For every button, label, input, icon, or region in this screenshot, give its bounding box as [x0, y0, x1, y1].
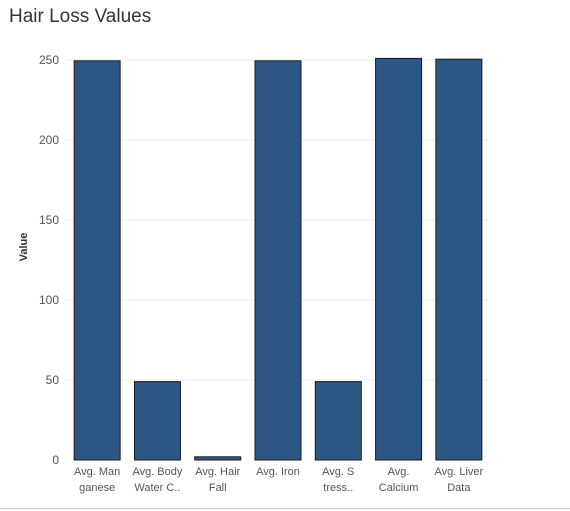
x-tick-label: Avg. Man ganese	[74, 466, 120, 494]
x-axis: Avg. Man ganese Avg. Body Water C.. Avg. Hai…	[74, 466, 484, 494]
x-tick-label: Avg. Liver Data	[434, 466, 483, 494]
bar[interactable]	[314, 381, 362, 461]
bottom-divider	[0, 508, 570, 509]
bar[interactable]	[375, 57, 423, 461]
y-axis-label: Value	[18, 233, 30, 262]
x-tick-label: Avg. Iron	[256, 466, 300, 478]
y-tick-label: 250	[39, 53, 59, 67]
y-tick-label: 0	[52, 453, 59, 467]
y-tick-label: 50	[46, 373, 60, 387]
bar[interactable]	[254, 60, 302, 461]
x-tick-label: Avg. Hair Fall	[195, 466, 240, 494]
y-tick-label: 200	[39, 133, 59, 147]
x-tick-label: Avg. Body Water C..	[132, 466, 182, 494]
bars	[73, 57, 483, 461]
x-tick-label: Avg. Calcium	[379, 466, 419, 494]
bar[interactable]	[194, 456, 242, 461]
bar[interactable]	[133, 381, 181, 461]
bar[interactable]	[73, 60, 121, 461]
chart-title: Hair Loss Values	[9, 6, 152, 27]
y-tick-label: 100	[39, 293, 59, 307]
y-axis: 0 50 100 150 200 250	[39, 53, 59, 467]
bar[interactable]	[435, 58, 483, 461]
y-tick-label: 150	[39, 213, 59, 227]
